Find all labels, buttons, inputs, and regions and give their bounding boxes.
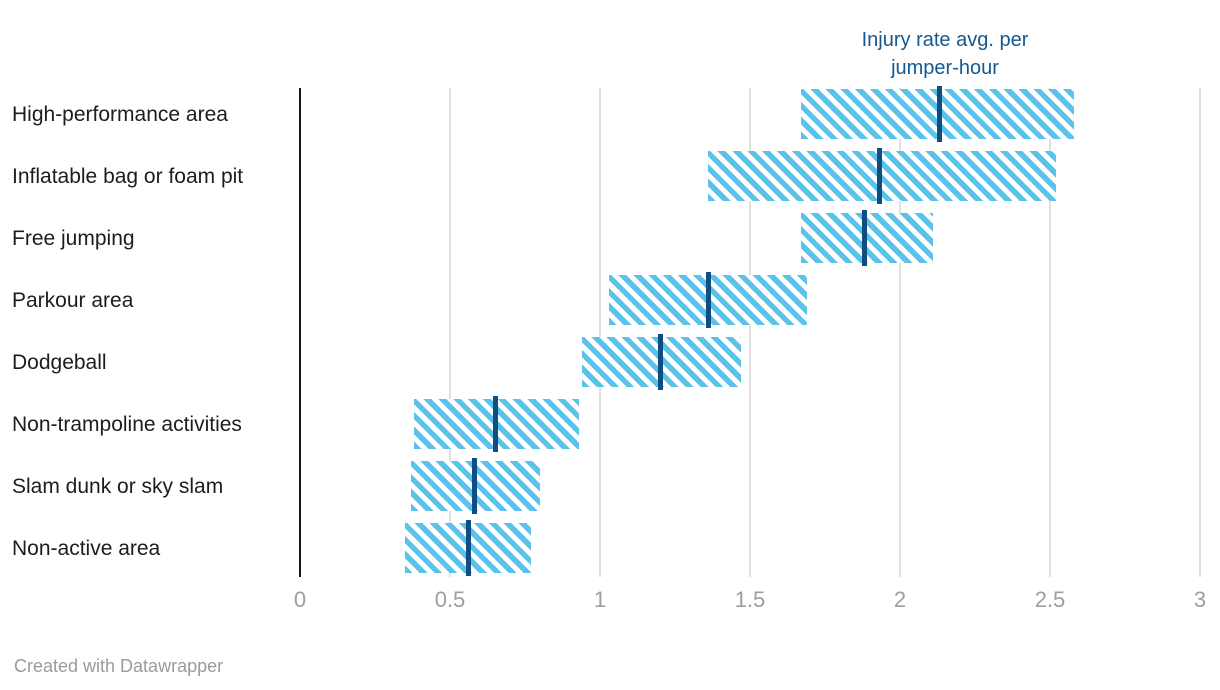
y-axis-line bbox=[299, 88, 301, 577]
average-marker bbox=[657, 334, 663, 390]
annotation-line-2: jumper-hour bbox=[891, 57, 999, 79]
average-marker bbox=[465, 520, 471, 576]
average-marker bbox=[876, 148, 882, 204]
category-label: Non-trampoline activities bbox=[12, 413, 242, 436]
average-marker bbox=[492, 396, 498, 452]
x-tick-label: 0 bbox=[293, 587, 307, 612]
category-label: Dodgeball bbox=[12, 351, 107, 374]
x-gridline bbox=[899, 88, 901, 577]
x-gridline bbox=[1199, 88, 1201, 577]
chart-annotation: Injury rate avg. per jumper-hour bbox=[790, 26, 1100, 82]
average-marker bbox=[471, 458, 477, 514]
annotation-line-1: Injury rate avg. per bbox=[861, 29, 1029, 51]
range-bar bbox=[708, 151, 1056, 201]
x-tick-label: 0.5 bbox=[434, 587, 466, 612]
category-label: Free jumping bbox=[12, 227, 135, 250]
average-marker bbox=[861, 210, 867, 266]
average-marker bbox=[705, 272, 711, 328]
average-marker bbox=[936, 86, 942, 142]
x-tick-label: 2.5 bbox=[1034, 587, 1066, 612]
category-label: High-performance area bbox=[12, 103, 228, 126]
x-gridline bbox=[749, 88, 751, 577]
range-bar bbox=[801, 213, 933, 263]
category-label: Inflatable bag or foam pit bbox=[12, 165, 244, 188]
x-gridline bbox=[1049, 88, 1051, 577]
x-tick-label: 1.5 bbox=[734, 587, 766, 612]
x-gridline bbox=[449, 88, 451, 577]
category-label: Slam dunk or sky slam bbox=[12, 475, 224, 498]
x-tick-label: 2 bbox=[893, 587, 907, 612]
x-tick-label: 3 bbox=[1193, 587, 1207, 612]
x-tick-label: 1 bbox=[593, 587, 607, 612]
x-gridline bbox=[599, 88, 601, 577]
datawrapper-attribution: Created with Datawrapper bbox=[14, 656, 224, 676]
category-label: Parkour area bbox=[12, 289, 134, 312]
category-label: Non-active area bbox=[12, 537, 161, 560]
